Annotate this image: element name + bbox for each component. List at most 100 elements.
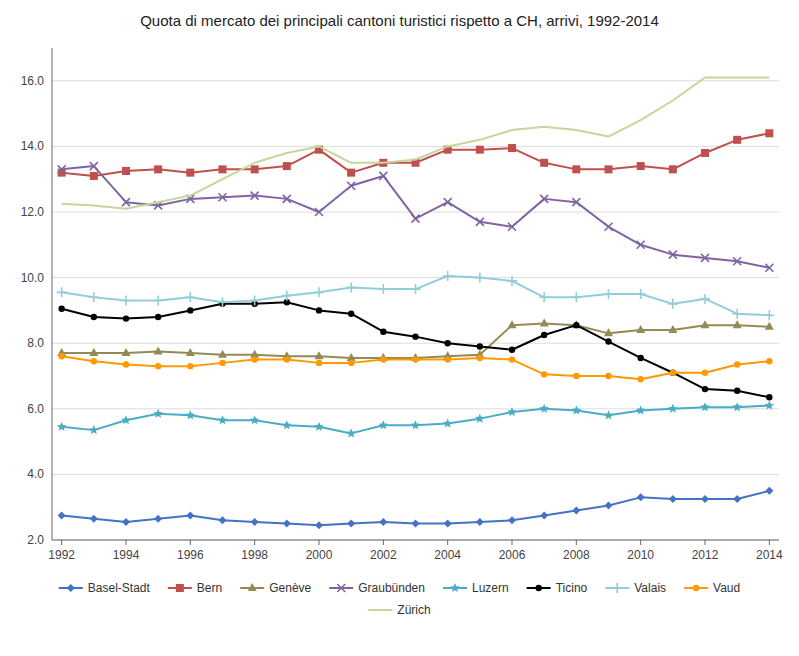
point	[539, 404, 549, 413]
point	[121, 415, 131, 424]
point	[187, 307, 193, 313]
point	[476, 146, 484, 154]
series	[58, 129, 774, 180]
point	[122, 518, 130, 526]
point	[669, 251, 677, 259]
line	[62, 166, 770, 268]
point	[251, 165, 259, 173]
point	[733, 495, 741, 503]
legend-label: Vaud	[713, 581, 740, 595]
plot-area	[57, 78, 775, 530]
point	[314, 422, 324, 431]
point	[765, 322, 774, 330]
line	[62, 302, 770, 397]
point	[507, 276, 517, 286]
point	[477, 355, 483, 361]
grid-line	[52, 474, 779, 475]
point	[186, 169, 194, 177]
point	[604, 289, 614, 299]
x-tick	[254, 540, 255, 545]
point	[90, 172, 98, 180]
line	[62, 356, 770, 379]
line	[62, 406, 770, 434]
legend-marker	[67, 584, 75, 592]
y-tick-label: 10.0	[21, 271, 45, 285]
line	[62, 324, 770, 358]
legend: Basel-Stadt Bern Genève Graubünden Luzern Tic…	[59, 581, 740, 617]
y-tick-label: 6.0	[27, 402, 44, 416]
x-tick-label: 2002	[370, 548, 397, 562]
point	[186, 348, 195, 356]
point	[89, 348, 98, 356]
point	[605, 502, 613, 510]
point	[668, 325, 677, 333]
point	[733, 136, 741, 144]
point	[476, 218, 484, 226]
point	[765, 401, 775, 410]
y-tick-label: 14.0	[21, 139, 45, 153]
point	[700, 294, 710, 304]
series	[58, 353, 772, 382]
point	[58, 165, 66, 173]
legend-item: Basel-Stadt	[59, 581, 151, 595]
x-tick-label: 2012	[692, 548, 719, 562]
point	[475, 273, 485, 283]
point	[315, 208, 323, 216]
legend-label: Bern	[197, 581, 222, 595]
point	[605, 223, 613, 231]
point	[315, 521, 323, 529]
y-tick-label: 8.0	[27, 336, 44, 350]
point	[314, 351, 323, 359]
point	[669, 165, 677, 173]
point	[573, 373, 579, 379]
point	[378, 284, 388, 294]
point	[122, 167, 130, 175]
grid-line	[52, 80, 779, 81]
point	[572, 405, 582, 414]
x-tick	[318, 540, 319, 545]
point	[509, 347, 515, 353]
grid-line	[52, 212, 779, 213]
point	[605, 165, 613, 173]
legend-label: Luzern	[472, 581, 509, 595]
legend-marker	[612, 583, 622, 593]
legend-label: Genève	[269, 581, 311, 595]
point	[669, 495, 677, 503]
point	[605, 338, 611, 344]
point	[283, 195, 291, 203]
point	[702, 386, 708, 392]
point	[316, 360, 322, 366]
legend-label: Ticino	[556, 581, 588, 595]
legend-label: Basel-Stadt	[88, 581, 151, 595]
legend-item: Luzern	[443, 581, 509, 595]
point	[186, 410, 196, 419]
point	[508, 516, 516, 524]
point	[153, 409, 163, 418]
legend-item: Graubünden	[329, 581, 425, 595]
point	[734, 388, 740, 394]
point	[347, 182, 355, 190]
point	[670, 370, 676, 376]
point	[636, 405, 646, 414]
legend-label: Valais	[634, 581, 666, 595]
legend-marker	[337, 584, 345, 592]
x-tick-label: 2006	[499, 548, 526, 562]
chart: Quota di mercato dei principali cantoni …	[0, 0, 799, 656]
point	[283, 162, 291, 170]
point	[411, 420, 421, 429]
point	[218, 350, 227, 358]
legend-marker	[176, 584, 184, 592]
point	[379, 172, 387, 180]
point	[764, 310, 774, 320]
point	[475, 414, 485, 423]
legend-item: Ticino	[527, 581, 588, 595]
point	[701, 254, 709, 262]
x-tick	[190, 540, 191, 545]
point	[766, 358, 772, 364]
legend-item: Zürich	[368, 603, 430, 617]
legend-item: Bern	[168, 581, 222, 595]
x-tick-label: 1996	[177, 548, 204, 562]
point	[444, 340, 450, 346]
point	[702, 370, 708, 376]
point	[154, 165, 162, 173]
